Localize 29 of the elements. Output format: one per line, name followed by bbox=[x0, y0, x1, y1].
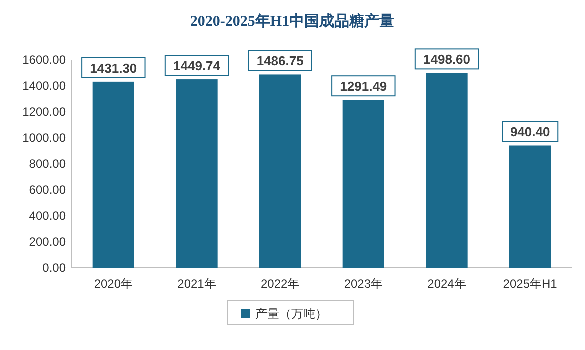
y-tick-label: 1600.00 bbox=[22, 53, 66, 67]
x-tick-label: 2024年 bbox=[428, 277, 466, 291]
data-label: 1498.60 bbox=[424, 52, 470, 68]
chart-title: 2020-2025年H1中国成品糖产量 bbox=[190, 13, 395, 30]
data-label: 940.40 bbox=[510, 124, 550, 140]
y-tick-label: 1000.00 bbox=[22, 131, 66, 145]
bar bbox=[426, 73, 468, 268]
y-tick-label: 400.00 bbox=[29, 209, 66, 223]
y-tick-label: 0.00 bbox=[42, 261, 66, 275]
bar bbox=[510, 146, 552, 268]
bar bbox=[342, 100, 384, 268]
data-label: 1431.30 bbox=[90, 60, 138, 76]
legend-label: 产量（万吨） bbox=[256, 307, 328, 321]
y-tick-label: 600.00 bbox=[29, 183, 66, 197]
x-tick-label: 2021年 bbox=[178, 277, 216, 291]
bar bbox=[176, 80, 218, 268]
data-label: 1449.74 bbox=[174, 58, 222, 74]
x-tick-label: 2025年H1 bbox=[503, 277, 558, 291]
data-label: 1291.49 bbox=[340, 79, 388, 94]
bar bbox=[92, 82, 134, 268]
y-tick-label: 1200.00 bbox=[22, 105, 66, 119]
bar bbox=[260, 74, 302, 268]
x-tick-label: 2022年 bbox=[260, 277, 300, 291]
data-label: 1486.75 bbox=[256, 54, 304, 69]
y-tick-label: 1400.00 bbox=[22, 79, 66, 93]
x-tick-label: 2020年 bbox=[94, 277, 134, 291]
x-tick-label: 2023年 bbox=[344, 277, 384, 291]
y-tick-label: 800.00 bbox=[29, 157, 66, 171]
y-tick-label: 200.00 bbox=[29, 235, 66, 249]
